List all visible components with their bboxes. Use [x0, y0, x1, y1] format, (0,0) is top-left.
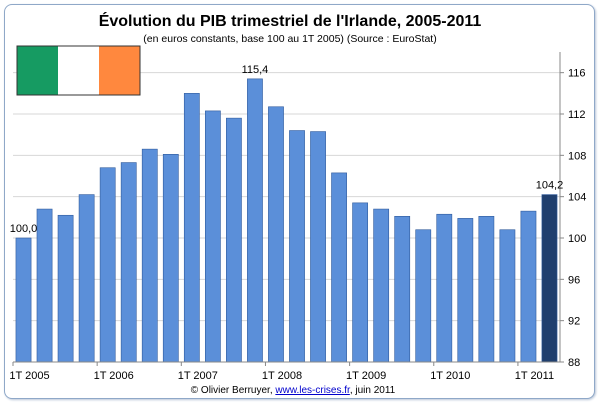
- axes: [13, 52, 561, 363]
- x-tick-label: 1T 2011: [515, 370, 554, 382]
- bar: [247, 78, 263, 363]
- credit-line: © Olivier Berruyer, www.les-crises.fr, j…: [191, 385, 396, 396]
- bar: [226, 117, 242, 363]
- x-tick-label: 1T 2010: [430, 370, 470, 382]
- bar: [310, 131, 326, 363]
- bar: [141, 148, 158, 363]
- y-tick-label: 100: [568, 233, 586, 245]
- y-tick-labels: 88 92 96 100 104 108 112 116: [560, 68, 586, 369]
- data-label: 115,4: [242, 64, 269, 76]
- flag-orange-stripe: [99, 46, 140, 95]
- credit-suffix: , juin 2011: [350, 385, 396, 396]
- x-tick-label: 1T 2007: [178, 370, 218, 382]
- y-tick-label: 116: [568, 68, 586, 80]
- bar: [268, 106, 284, 363]
- flag-border: [16, 45, 141, 96]
- data-label: 100,0: [10, 223, 38, 235]
- bar: [204, 110, 221, 363]
- data-label: 104,2: [536, 180, 564, 192]
- bar: [36, 208, 53, 363]
- bar: [541, 194, 558, 363]
- bar: [99, 167, 116, 363]
- bar: [57, 214, 74, 363]
- x-tick-label: 1T 2009: [346, 370, 386, 382]
- data-labels: 100,0 115,4 104,2: [10, 64, 563, 235]
- y-tick-label: 112: [568, 109, 586, 121]
- x-tick-label: 1T 2008: [262, 370, 302, 382]
- y-tick-label: 104: [568, 192, 586, 204]
- y-tick-label: 88: [568, 357, 580, 369]
- bar: [520, 210, 537, 363]
- bar: [478, 216, 495, 363]
- bar: [183, 93, 200, 363]
- x-tick-label: 1T 2005: [9, 370, 49, 382]
- bar: [415, 229, 432, 363]
- flag-green-stripe: [17, 46, 58, 95]
- flag-white-stripe: [58, 46, 99, 95]
- bar: [120, 162, 137, 363]
- bar: [436, 213, 453, 363]
- bar: [331, 172, 347, 363]
- bar: [457, 218, 474, 363]
- y-tick-label: 96: [568, 274, 580, 286]
- bar: [289, 130, 305, 363]
- bar: [394, 216, 411, 363]
- chart-title: Évolution du PIB trimestriel de l'Irland…: [99, 11, 482, 30]
- x-tick-label: 1T 2006: [94, 370, 134, 382]
- x-tick-labels: 1T 2005 1T 2006 1T 2007 1T 2008 1T 2009 1T 20…: [9, 362, 554, 382]
- y-tick-label: 108: [568, 150, 586, 162]
- bars: [15, 78, 558, 363]
- irish-flag-icon: [16, 45, 141, 96]
- credit-prefix: © Olivier Berruyer,: [191, 385, 276, 396]
- bar: [352, 202, 369, 363]
- gridlines: [13, 72, 560, 363]
- chart-subtitle: (en euros constants, base 100 au 1T 2005…: [143, 33, 436, 45]
- bar: [78, 194, 95, 363]
- y-tick-label: 92: [568, 316, 580, 328]
- credit-link[interactable]: www.les-crises.fr: [274, 385, 351, 396]
- bar: [373, 208, 390, 363]
- bar: [162, 154, 179, 363]
- bar: [15, 237, 32, 363]
- bar: [499, 229, 516, 363]
